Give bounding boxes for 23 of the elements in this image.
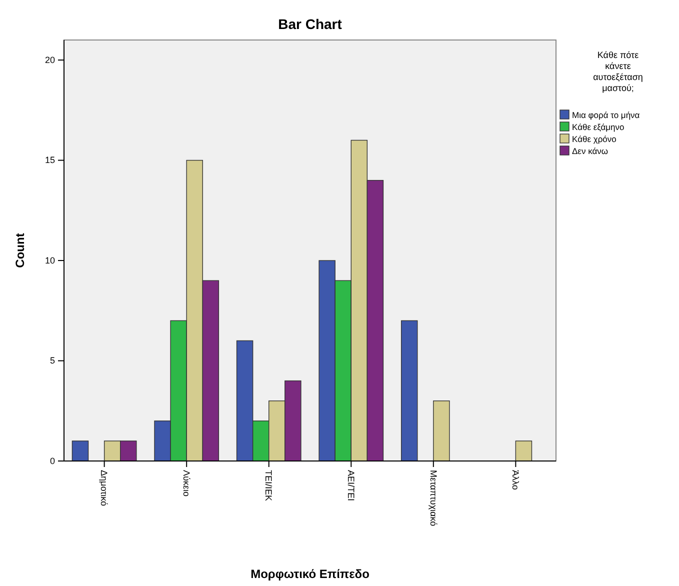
y-tick-label: 0 (50, 456, 55, 466)
y-tick-label: 5 (50, 356, 55, 366)
y-tick-label: 10 (44, 255, 55, 266)
x-tick-label: ΑΕΙ/ΤΕΙ (346, 470, 356, 502)
legend-label: Μια φορά το μήνα (572, 110, 640, 120)
x-tick-label: Άλλο (510, 470, 521, 490)
legend-label: Κάθε χρόνο (572, 134, 617, 144)
legend-title: Κάθε πότε κάνετε αυτοεξέταση μαστού; (593, 50, 643, 93)
y-axis-title: Count (13, 233, 27, 268)
bar (72, 440, 89, 462)
y-tick-label: 20 (44, 54, 55, 65)
x-tick-label: Λύκειο (181, 470, 192, 496)
x-tick-label: ΤΕΙ/ΙΕΚ (264, 470, 274, 502)
legend-label: Δεν κάνω (572, 146, 608, 156)
legend-label: Κάθε εξάμηνο (572, 122, 625, 132)
bar (400, 320, 418, 462)
x-tick-label: Μεταπτυχιακό (428, 470, 438, 526)
bar (515, 440, 532, 462)
x-tick-label: Δημοτικό (99, 470, 110, 506)
x-axis-title: Μορφωτικό Επίπεδο (250, 567, 370, 581)
chart-title: Bar Chart (278, 16, 342, 32)
bar (433, 400, 450, 462)
y-tick-label: 15 (44, 155, 55, 166)
